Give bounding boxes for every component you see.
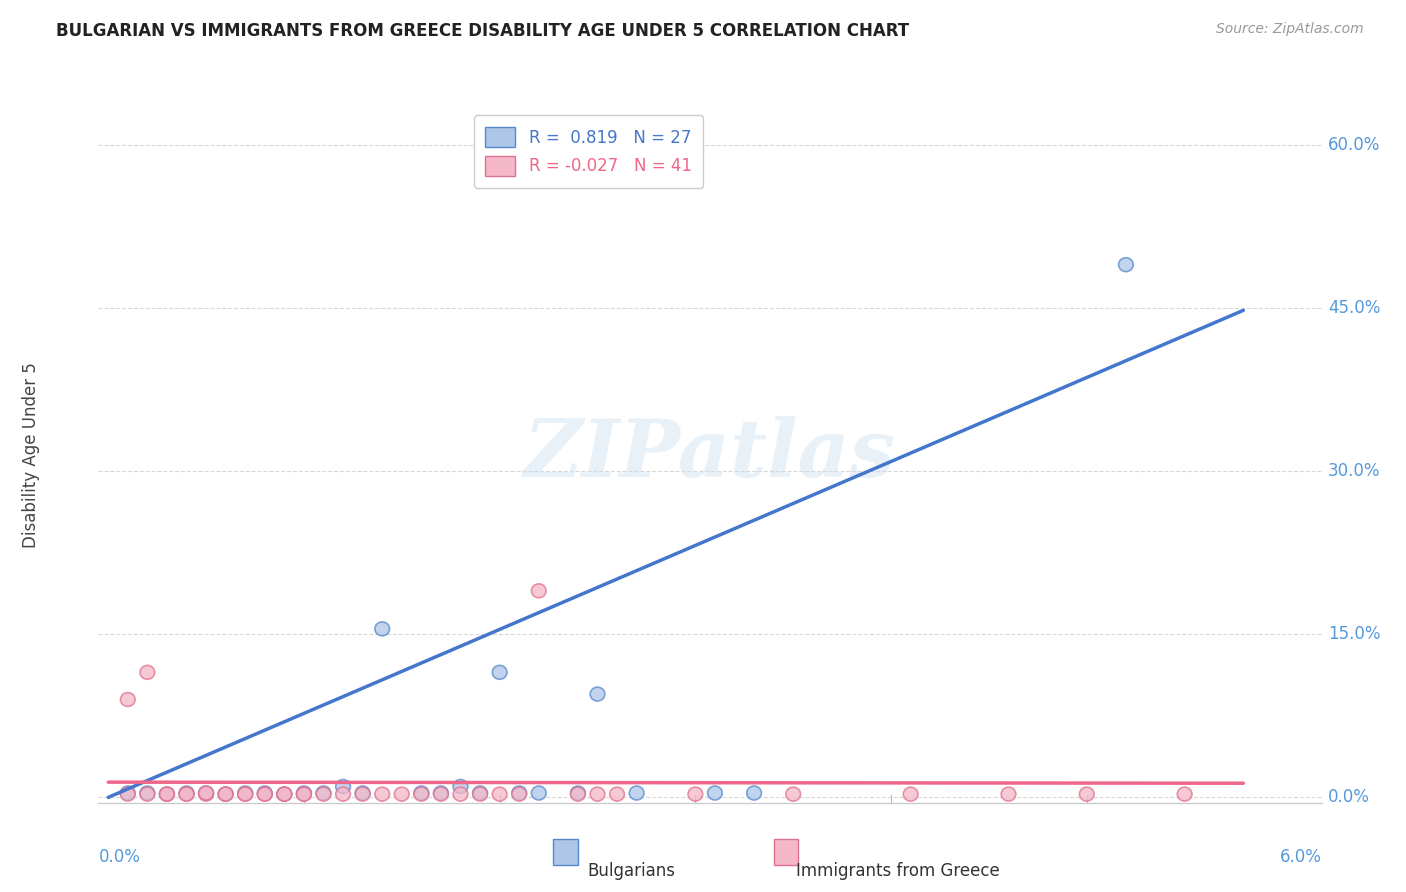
Ellipse shape xyxy=(375,787,389,801)
Text: 15.0%: 15.0% xyxy=(1327,625,1381,643)
Text: 30.0%: 30.0% xyxy=(1327,462,1381,480)
Ellipse shape xyxy=(688,787,703,801)
Ellipse shape xyxy=(336,787,350,801)
Ellipse shape xyxy=(179,787,194,801)
Ellipse shape xyxy=(198,786,214,800)
Ellipse shape xyxy=(141,786,155,800)
Ellipse shape xyxy=(433,787,449,801)
Ellipse shape xyxy=(198,786,214,800)
Ellipse shape xyxy=(238,787,253,801)
Text: Source: ZipAtlas.com: Source: ZipAtlas.com xyxy=(1216,22,1364,37)
Ellipse shape xyxy=(1177,787,1192,801)
Ellipse shape xyxy=(277,787,291,801)
FancyBboxPatch shape xyxy=(773,839,799,865)
Ellipse shape xyxy=(531,786,546,800)
Ellipse shape xyxy=(395,787,409,801)
Text: 6.0%: 6.0% xyxy=(1279,848,1322,866)
Ellipse shape xyxy=(375,622,389,636)
Ellipse shape xyxy=(453,780,468,794)
Text: Bulgarians: Bulgarians xyxy=(588,862,676,880)
Ellipse shape xyxy=(433,786,449,800)
Ellipse shape xyxy=(413,787,429,801)
Ellipse shape xyxy=(512,787,527,801)
Ellipse shape xyxy=(591,687,605,701)
Ellipse shape xyxy=(356,787,370,801)
Ellipse shape xyxy=(277,787,291,801)
Ellipse shape xyxy=(336,780,350,794)
Ellipse shape xyxy=(610,787,624,801)
Ellipse shape xyxy=(160,787,174,801)
FancyBboxPatch shape xyxy=(554,839,578,865)
Ellipse shape xyxy=(707,786,723,800)
Text: 45.0%: 45.0% xyxy=(1327,299,1381,318)
Ellipse shape xyxy=(1001,787,1015,801)
Ellipse shape xyxy=(160,787,174,801)
Ellipse shape xyxy=(257,787,273,801)
Legend: R =  0.819   N = 27, R = -0.027   N = 41: R = 0.819 N = 27, R = -0.027 N = 41 xyxy=(474,115,703,187)
Ellipse shape xyxy=(198,787,214,801)
Ellipse shape xyxy=(1080,787,1094,801)
Ellipse shape xyxy=(747,786,762,800)
Ellipse shape xyxy=(492,787,508,801)
Ellipse shape xyxy=(277,787,291,801)
Ellipse shape xyxy=(316,786,330,800)
Text: 60.0%: 60.0% xyxy=(1327,136,1381,154)
Ellipse shape xyxy=(218,787,233,801)
Ellipse shape xyxy=(218,787,233,801)
Ellipse shape xyxy=(531,584,546,598)
Ellipse shape xyxy=(297,786,311,800)
Ellipse shape xyxy=(218,787,233,801)
Ellipse shape xyxy=(179,786,194,800)
Ellipse shape xyxy=(257,787,273,801)
Ellipse shape xyxy=(591,787,605,801)
Ellipse shape xyxy=(453,787,468,801)
Ellipse shape xyxy=(630,786,644,800)
Ellipse shape xyxy=(903,787,918,801)
Ellipse shape xyxy=(121,786,135,800)
Ellipse shape xyxy=(356,786,370,800)
Ellipse shape xyxy=(121,692,135,706)
Ellipse shape xyxy=(472,786,488,800)
Ellipse shape xyxy=(121,787,135,801)
Ellipse shape xyxy=(141,665,155,680)
Ellipse shape xyxy=(179,787,194,801)
Ellipse shape xyxy=(297,787,311,801)
Ellipse shape xyxy=(472,787,488,801)
Ellipse shape xyxy=(512,786,527,800)
Text: 0.0%: 0.0% xyxy=(1327,789,1369,806)
Ellipse shape xyxy=(413,786,429,800)
Ellipse shape xyxy=(571,786,585,800)
Ellipse shape xyxy=(297,787,311,801)
Ellipse shape xyxy=(492,665,508,680)
Ellipse shape xyxy=(316,787,330,801)
Ellipse shape xyxy=(141,787,155,801)
Ellipse shape xyxy=(160,787,174,801)
Ellipse shape xyxy=(238,787,253,801)
Ellipse shape xyxy=(571,787,585,801)
Ellipse shape xyxy=(1119,258,1133,272)
Text: Immigrants from Greece: Immigrants from Greece xyxy=(796,862,1000,880)
Ellipse shape xyxy=(257,786,273,800)
Ellipse shape xyxy=(786,787,800,801)
Text: ZIPatlas: ZIPatlas xyxy=(524,417,896,493)
Ellipse shape xyxy=(238,786,253,800)
Text: 0.0%: 0.0% xyxy=(98,848,141,866)
Text: Disability Age Under 5: Disability Age Under 5 xyxy=(22,362,41,548)
Text: BULGARIAN VS IMMIGRANTS FROM GREECE DISABILITY AGE UNDER 5 CORRELATION CHART: BULGARIAN VS IMMIGRANTS FROM GREECE DISA… xyxy=(56,22,910,40)
